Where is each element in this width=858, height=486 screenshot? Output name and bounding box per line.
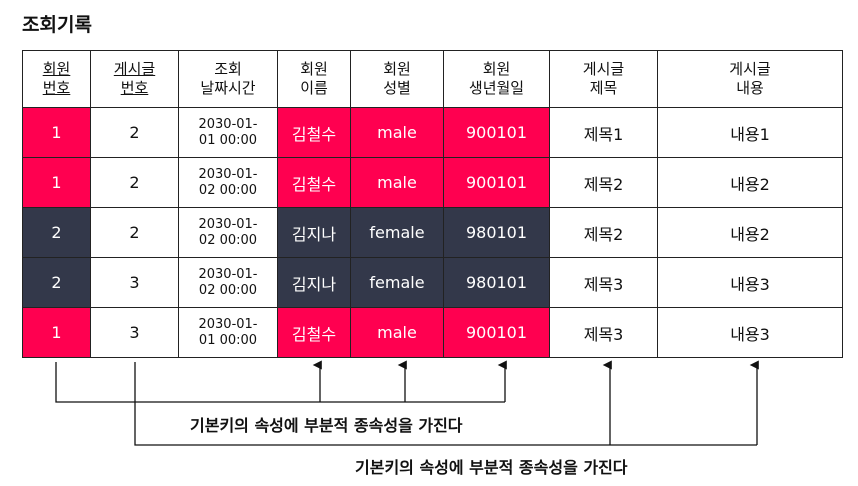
cell-member-no: 1 — [22, 157, 91, 208]
cell-member-name: 김지나 — [277, 257, 351, 308]
cell-post-content: 내용2 — [657, 157, 843, 208]
cell-member-birth: 980101 — [443, 257, 550, 308]
table-row: 1 3 2030-01- 01 00:00 김철수 male 900101 제목3… — [22, 307, 843, 358]
cell-view-time: 2030-01- 02 00:00 — [178, 207, 278, 258]
cell-post-content: 내용3 — [657, 257, 843, 308]
cell-view-time: 2030-01- 01 00:00 — [178, 307, 278, 358]
table-row: 1 2 2030-01- 01 00:00 김철수 male 900101 제목1… — [22, 107, 843, 158]
cell-view-time: 2030-01- 01 00:00 — [178, 107, 278, 158]
cell-post-no: 3 — [90, 257, 179, 308]
cell-post-title: 제목3 — [549, 307, 658, 358]
cell-member-name: 김철수 — [277, 157, 351, 208]
dependency-line-member — [55, 362, 505, 403]
column-header-member-name: 회원 이름 — [277, 50, 351, 108]
cell-post-title: 제목2 — [549, 207, 658, 258]
cell-member-gender: male — [350, 307, 444, 358]
dependency-note-post: 기본키의 속성에 부분적 종속성을 가진다 — [355, 458, 628, 477]
view-history-table: 회원 번호 게시글 번호 조회 날짜시간 회원 이름 회원 성별 회원 생년월일 게시글 제목… — [22, 50, 843, 358]
cell-post-title: 제목2 — [549, 157, 658, 208]
column-header-member-gender: 회원 성별 — [350, 50, 444, 108]
cell-member-gender: male — [350, 107, 444, 158]
cell-post-content: 내용3 — [657, 307, 843, 358]
cell-post-no: 3 — [90, 307, 179, 358]
dependency-line-post — [134, 362, 757, 446]
cell-member-name: 김철수 — [277, 307, 351, 358]
cell-member-birth: 900101 — [443, 107, 550, 158]
header-row: 회원 번호 게시글 번호 조회 날짜시간 회원 이름 회원 성별 회원 생년월일 게시글 제목… — [22, 50, 843, 108]
cell-member-no: 2 — [22, 207, 91, 258]
cell-post-no: 2 — [90, 207, 179, 258]
cell-member-no: 1 — [22, 307, 91, 358]
cell-view-time: 2030-01- 02 00:00 — [178, 157, 278, 208]
cell-member-no: 1 — [22, 107, 91, 158]
cell-post-no: 2 — [90, 157, 179, 208]
cell-member-birth: 980101 — [443, 207, 550, 258]
column-header-member-no: 회원 번호 — [22, 50, 91, 108]
dependency-note-member: 기본키의 속성에 부분적 종속성을 가진다 — [190, 416, 463, 435]
table-row: 2 2 2030-01- 02 00:00 김지나 female 980101 제… — [22, 207, 843, 258]
cell-post-content: 내용1 — [657, 107, 843, 158]
cell-member-birth: 900101 — [443, 307, 550, 358]
page-title: 조회기록 — [22, 14, 92, 36]
cell-post-content: 내용2 — [657, 207, 843, 258]
cell-member-name: 김철수 — [277, 107, 351, 158]
table-row: 1 2 2030-01- 02 00:00 김철수 male 900101 제목2… — [22, 157, 843, 208]
cell-member-no: 2 — [22, 257, 91, 308]
cell-post-no: 2 — [90, 107, 179, 158]
cell-member-birth: 900101 — [443, 157, 550, 208]
cell-member-gender: male — [350, 157, 444, 208]
column-header-post-title: 게시글 제목 — [549, 50, 658, 108]
